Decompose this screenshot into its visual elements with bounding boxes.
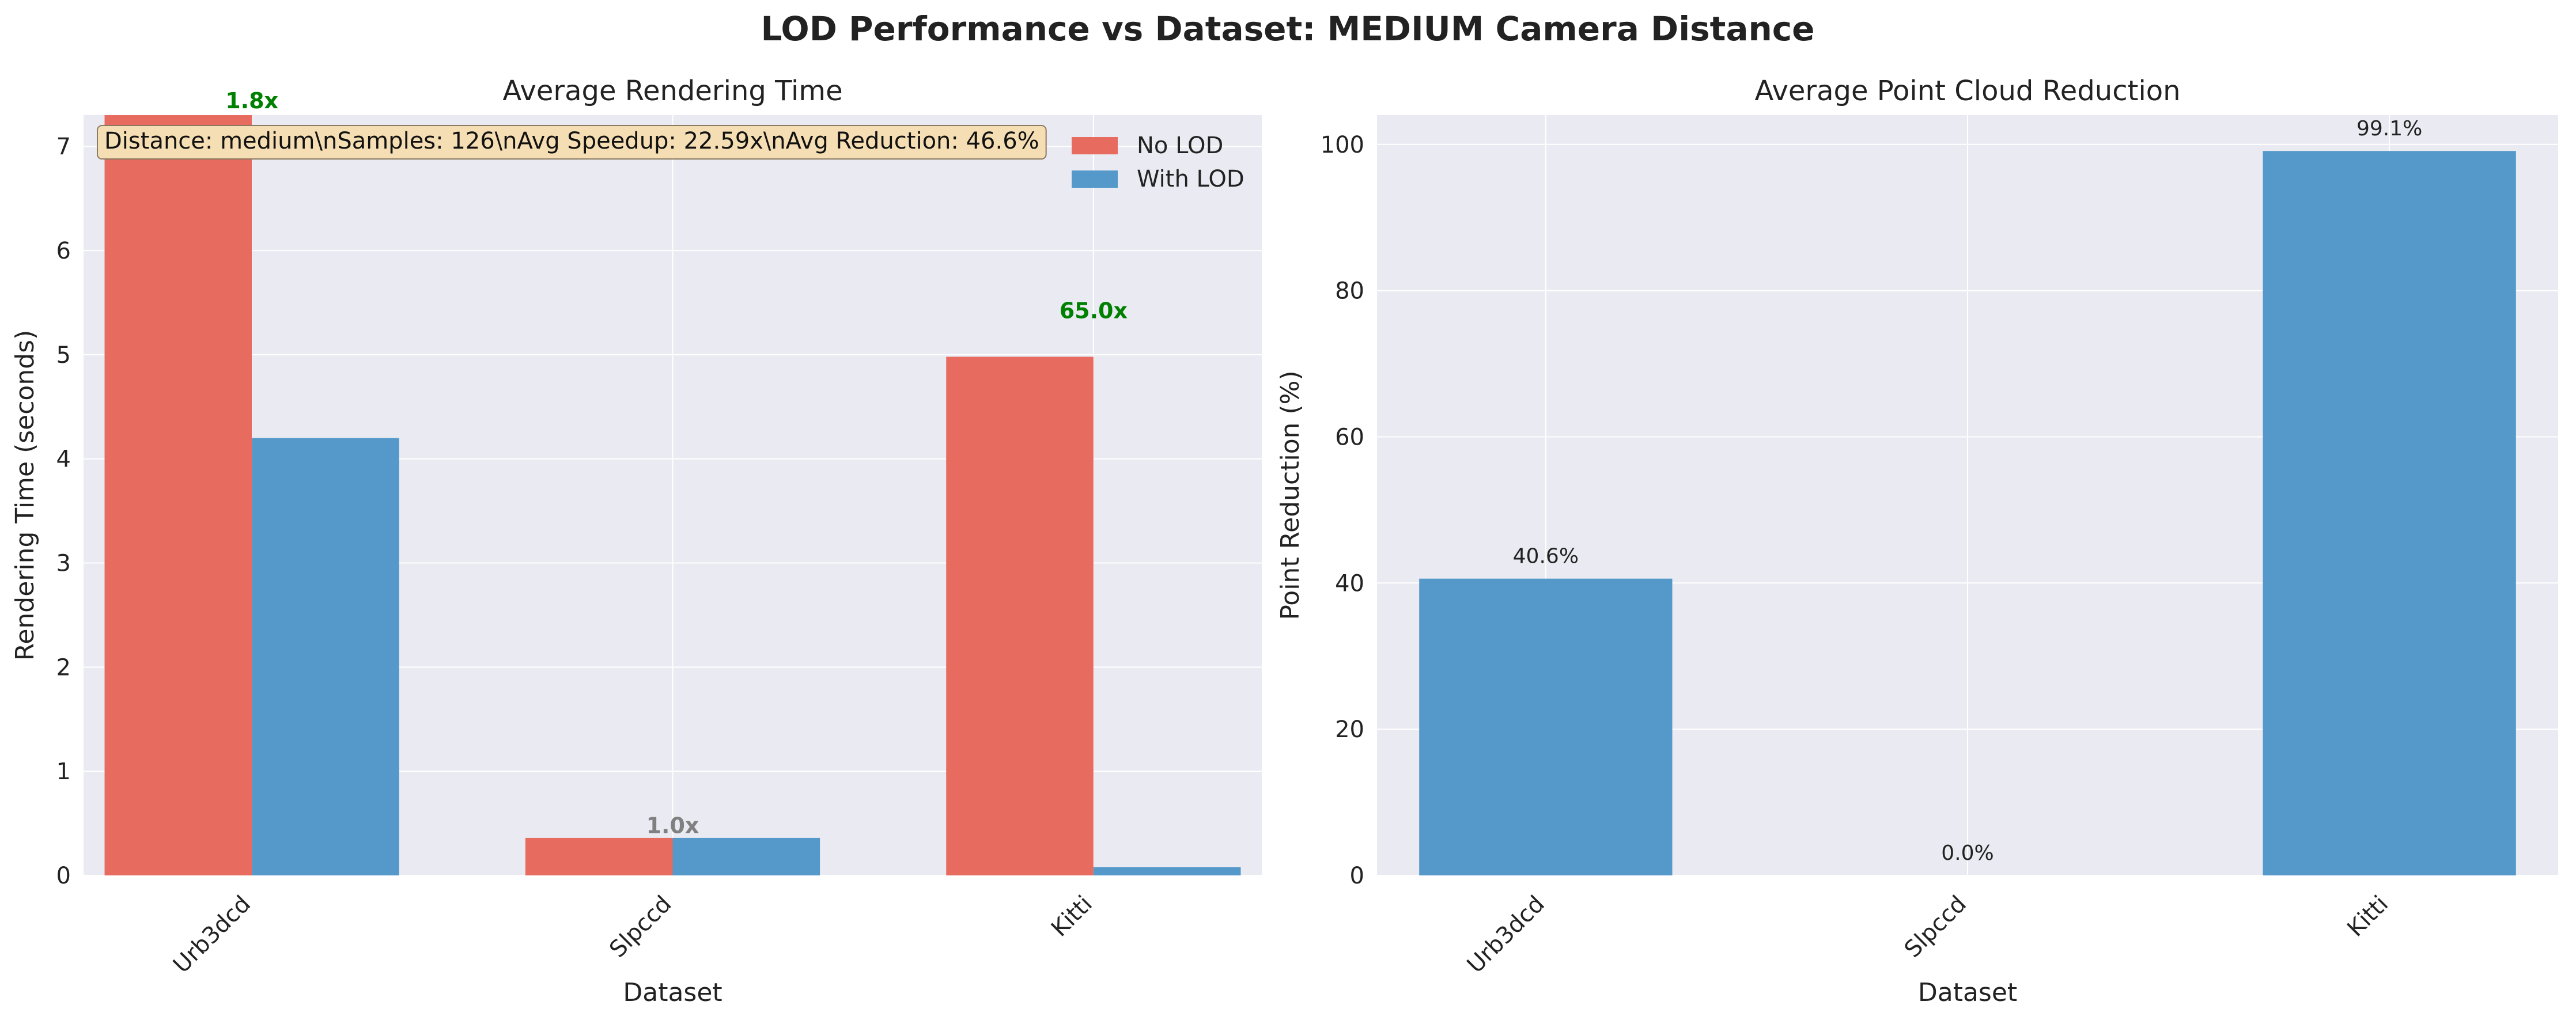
x-tick-label-kitti: Kitti (1046, 891, 1098, 942)
point-reduction-y-ticks: 0 20 40 60 80 100 (1321, 132, 1364, 889)
rendering-time-speedup-labels: 1.8x 1.0x 65.0x (225, 88, 1128, 838)
point-reduction-chart: 40.6% 0.0% 99.1% 0 20 40 60 80 100 Urb3dcd Slpcc… (1276, 75, 2558, 1007)
x-tick-label-slpccd: Slpccd (604, 891, 676, 963)
rendering-time-title: Average Rendering Time (502, 75, 842, 107)
y-tick-label: 6 (56, 238, 71, 264)
point-reduction-value-labels: 40.6% 0.0% 99.1% (1513, 117, 2423, 865)
summary-info-box-background (97, 125, 1047, 160)
value-label-slpccd: 0.0% (1941, 841, 1994, 865)
speedup-label-kitti: 65.0x (1060, 298, 1128, 323)
legend-label-with-lod: With LOD (1137, 166, 1245, 192)
bar-no-lod-urb3dcd (104, 115, 252, 875)
point-reduction-x-axis-label: Dataset (1918, 978, 2017, 1007)
y-tick-label: 1 (56, 758, 71, 785)
bar-reduction-kitti (2263, 151, 2516, 875)
y-tick-label: 60 (1335, 424, 1364, 450)
rendering-time-y-ticks: 0 1 2 3 4 5 6 7 (56, 134, 71, 889)
y-tick-label: 5 (56, 342, 71, 369)
bar-no-lod-slpccd (525, 837, 673, 875)
bar-with-lod-urb3dcd (252, 438, 399, 875)
rendering-time-y-axis-label: Rendering Time (seconds) (10, 330, 40, 661)
legend-swatch-no-lod (1072, 137, 1118, 154)
bar-with-lod-slpccd (672, 837, 820, 875)
speedup-label-slpccd: 1.0x (646, 813, 699, 838)
bar-no-lod-kitti (946, 356, 1094, 875)
legend-swatch-with-lod (1072, 170, 1118, 188)
y-tick-label: 0 (1350, 863, 1364, 889)
rendering-time-bars (104, 115, 1241, 875)
rendering-time-x-axis-label: Dataset (623, 978, 722, 1007)
y-tick-label: 40 (1335, 570, 1364, 597)
y-tick-label: 0 (56, 863, 71, 889)
value-label-urb3dcd: 40.6% (1513, 545, 1579, 568)
point-reduction-bars (1419, 151, 2516, 875)
legend-label-no-lod: No LOD (1137, 132, 1223, 159)
summary-info-text: Distance: medium\nSamples: 126\nAvg Spee… (104, 128, 1039, 154)
y-tick-label: 20 (1335, 716, 1364, 743)
bar-reduction-urb3dcd (1419, 578, 1673, 875)
legend: No LOD With LOD (1072, 132, 1245, 192)
y-tick-label: 3 (56, 551, 71, 577)
value-label-kitti: 99.1% (2356, 117, 2422, 141)
summary-info-box: Distance: medium\nSamples: 126\nAvg Spee… (97, 125, 1047, 160)
point-reduction-y-axis-label: Point Reduction (%) (1276, 370, 1305, 620)
y-tick-label: 100 (1321, 132, 1364, 158)
x-tick-label-urb3dcd: Urb3dcd (1462, 891, 1550, 979)
y-tick-label: 2 (56, 654, 71, 681)
point-reduction-title: Average Point Cloud Reduction (1754, 75, 2180, 107)
rendering-time-chart: 1.8x 1.0x 65.0x 0 1 2 3 4 5 6 7 Urb3dcd Slpccd Kitt… (10, 75, 1262, 1007)
x-tick-label-slpccd: Slpccd (1900, 891, 1972, 963)
speedup-label-urb3dcd: 1.8x (225, 88, 278, 113)
x-tick-label-kitti: Kitti (2342, 891, 2393, 942)
x-tick-label-urb3dcd: Urb3dcd (168, 891, 256, 979)
y-tick-label: 7 (56, 134, 71, 160)
point-reduction-x-ticks: Urb3dcd Slpccd Kitti (1462, 891, 2394, 979)
y-tick-label: 80 (1335, 278, 1364, 305)
rendering-time-x-ticks: Urb3dcd Slpccd Kitti (168, 891, 1098, 979)
y-tick-label: 4 (56, 446, 71, 473)
figure-title: LOD Performance vs Dataset: MEDIUM Camer… (761, 9, 1815, 48)
bar-with-lod-kitti (1093, 867, 1241, 875)
